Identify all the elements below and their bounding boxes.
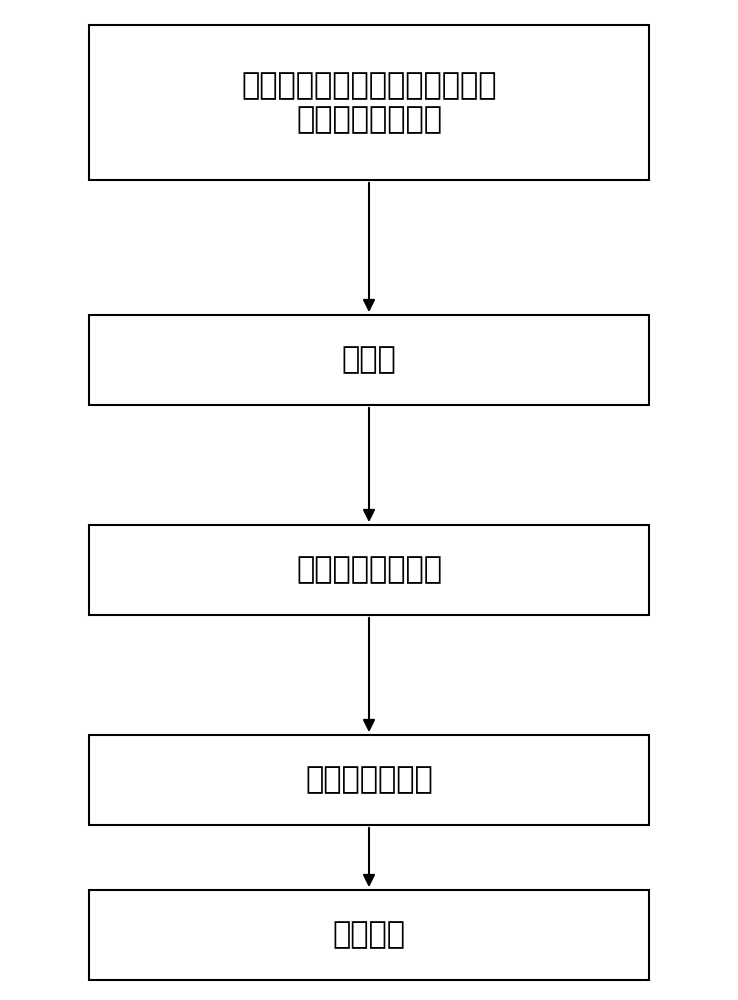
FancyBboxPatch shape [89,735,649,825]
Text: 速度特征点提取: 速度特征点提取 [305,766,433,794]
FancyBboxPatch shape [89,25,649,180]
Text: 曲线特征（控制点、节点矢量、
权值及指令速度）: 曲线特征（控制点、节点矢量、 权值及指令速度） [241,71,497,134]
Text: 曲线分段: 曲线分段 [333,920,405,950]
FancyBboxPatch shape [89,525,649,615]
Text: 预插补: 预插补 [342,346,396,374]
FancyBboxPatch shape [89,890,649,980]
Text: 动态调整插补速度: 动态调整插补速度 [296,556,442,584]
FancyBboxPatch shape [89,315,649,405]
